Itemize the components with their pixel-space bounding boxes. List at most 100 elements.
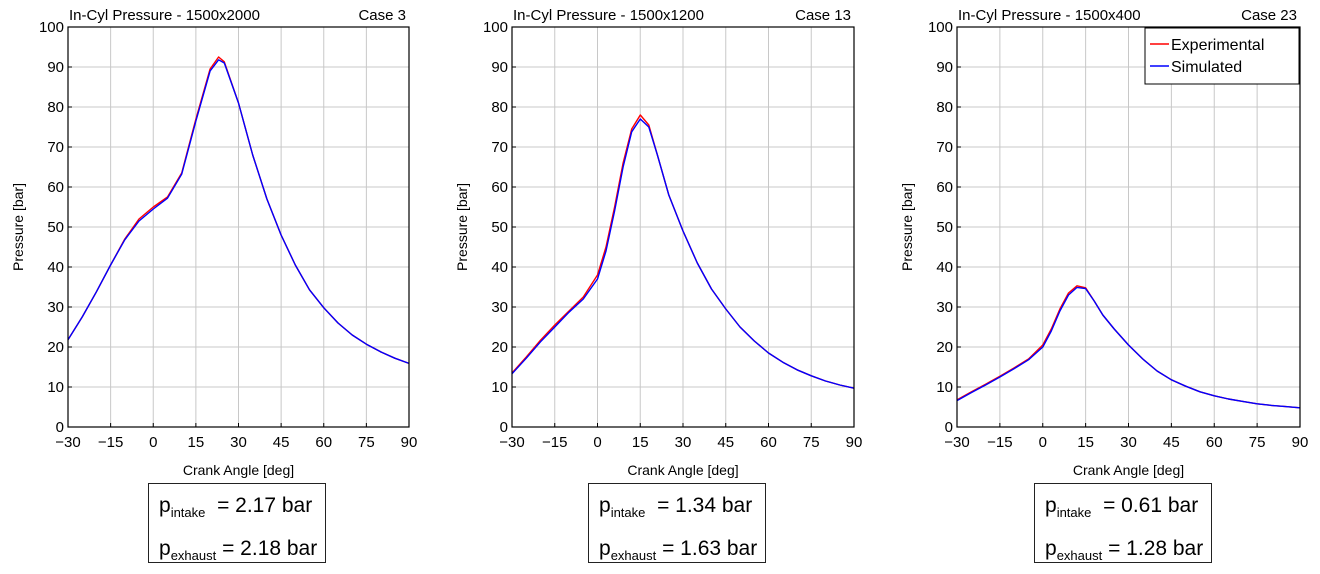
x-tick-label: −30 — [944, 434, 969, 451]
intake-subscript: intake — [170, 505, 206, 521]
y-tick-label: 20 — [491, 339, 508, 356]
x-tick-label: 90 — [846, 434, 863, 451]
p-symbol: p — [1045, 494, 1057, 517]
x-tick-label: 90 — [1292, 434, 1309, 451]
exhaust-value: = 1.63 bar — [662, 537, 758, 561]
x-tick-label: 45 — [717, 434, 734, 451]
exhaust-pressure-3: pexhaust = 1.28 bar — [1045, 531, 1211, 574]
y-tick-label: 0 — [56, 419, 64, 436]
y-tick-label: 90 — [936, 59, 953, 76]
y-axis-label: Pressure [bar] — [454, 183, 470, 271]
intake-pressure-1: pintake = 2.17 bar — [159, 488, 325, 531]
exhaust-subscript: exhaust — [610, 548, 657, 564]
y-tick-label: 70 — [936, 139, 953, 156]
y-tick-label: 100 — [483, 19, 508, 36]
y-tick-label: 90 — [47, 59, 64, 76]
legend-label-experimental: Experimental — [1171, 37, 1264, 54]
y-tick-label: 0 — [945, 419, 953, 436]
y-tick-label: 30 — [47, 299, 64, 316]
intake-subscript: intake — [1056, 505, 1092, 521]
x-tick-label: 30 — [675, 434, 692, 451]
exhaust-pressure-1: pexhaust = 2.18 bar — [159, 531, 325, 574]
y-tick-label: 60 — [491, 179, 508, 196]
y-tick-label: 70 — [47, 139, 64, 156]
conditions-box-3: pintake = 0.61 bar pexhaust = 1.28 bar — [1034, 483, 1212, 563]
chart-title: In-Cyl Pressure - 1500x400 — [958, 7, 1141, 24]
case-label: Case 13 — [795, 7, 851, 24]
x-tick-label: 75 — [358, 434, 375, 451]
y-tick-label: 40 — [47, 259, 64, 276]
x-tick-label: 90 — [401, 434, 418, 451]
y-tick-label: 30 — [936, 299, 953, 316]
y-tick-label: 60 — [936, 179, 953, 196]
x-tick-label: −15 — [987, 434, 1012, 451]
x-tick-label: 60 — [315, 434, 332, 451]
y-tick-label: 40 — [936, 259, 953, 276]
y-tick-label: 80 — [491, 99, 508, 116]
intake-pressure-3: pintake = 0.61 bar — [1045, 488, 1211, 531]
x-tick-label: 30 — [1120, 434, 1137, 451]
chart-title: In-Cyl Pressure - 1500x2000 — [69, 7, 260, 24]
y-tick-label: 70 — [491, 139, 508, 156]
legend-label-simulated: Simulated — [1171, 59, 1242, 76]
x-tick-label: 45 — [1163, 434, 1180, 451]
y-tick-label: 10 — [936, 379, 953, 396]
y-tick-label: 100 — [928, 19, 953, 36]
y-tick-label: 20 — [47, 339, 64, 356]
y-tick-label: 100 — [39, 19, 64, 36]
x-tick-label: 60 — [1206, 434, 1223, 451]
exhaust-value: = 2.18 bar — [222, 537, 318, 561]
p-symbol: p — [599, 494, 611, 517]
y-tick-label: 30 — [491, 299, 508, 316]
x-axis-label: Crank Angle [deg] — [1073, 462, 1184, 478]
x-tick-label: 75 — [1249, 434, 1266, 451]
series-line-simulated — [67, 59, 410, 365]
p-symbol: p — [159, 537, 171, 561]
conditions-box-2: pintake = 1.34 bar pexhaust = 1.63 bar — [588, 483, 766, 563]
x-tick-label: 45 — [273, 434, 290, 451]
chart-panel-2: −30 −15 0 15 30 45 60 75 90 0 10 20 30 40 50 60 70 80 90 10… — [454, 7, 862, 478]
x-tick-label: −30 — [55, 434, 80, 451]
chart-panel-1: −30 −15 0 15 30 45 60 75 90 0 10 20 30 40 50 60 70 80 90 10… — [10, 7, 417, 478]
p-symbol: p — [1045, 537, 1057, 561]
x-tick-label: 0 — [593, 434, 601, 451]
intake-subscript: intake — [610, 505, 646, 521]
conditions-box-1: pintake = 2.17 bar pexhaust = 2.18 bar — [148, 483, 326, 563]
intake-value: = 1.34 bar — [657, 494, 753, 517]
exhaust-subscript: exhaust — [170, 548, 217, 564]
x-axis-label: Crank Angle [deg] — [627, 462, 738, 478]
x-tick-label: 15 — [188, 434, 205, 451]
y-tick-label: 50 — [936, 219, 953, 236]
x-axis-label: Crank Angle [deg] — [183, 462, 294, 478]
legend: Experimental Simulated — [1144, 27, 1300, 85]
figure: −30 −15 0 15 30 45 60 75 90 0 10 20 30 40 50 60 70 80 90 10… — [10, 7, 1308, 478]
chart-title: In-Cyl Pressure - 1500x1200 — [513, 7, 704, 24]
x-tick-label: 60 — [760, 434, 777, 451]
y-tick-label: 50 — [491, 219, 508, 236]
chart-panel-3: −30 −15 0 15 30 45 60 75 90 0 10 20 30 40 50 60 70 80 90 10… — [899, 7, 1308, 478]
series-line-simulated — [956, 286, 1301, 409]
y-tick-label: 40 — [491, 259, 508, 276]
x-tick-label: 0 — [149, 434, 157, 451]
intake-pressure-2: pintake = 1.34 bar — [599, 488, 765, 531]
exhaust-subscript: exhaust — [1056, 548, 1103, 564]
x-tick-label: 15 — [632, 434, 649, 451]
x-tick-label: 30 — [230, 434, 247, 451]
p-symbol: p — [599, 537, 611, 561]
y-tick-label: 80 — [47, 99, 64, 116]
y-tick-label: 50 — [47, 219, 64, 236]
y-tick-label: 80 — [936, 99, 953, 116]
legend-box — [1144, 27, 1300, 85]
intake-value: = 0.61 bar — [1103, 494, 1199, 517]
y-tick-label: 60 — [47, 179, 64, 196]
case-label: Case 23 — [1241, 7, 1297, 24]
y-axis-label: Pressure [bar] — [899, 183, 915, 271]
x-tick-label: 0 — [1039, 434, 1047, 451]
intake-value: = 2.17 bar — [217, 494, 313, 517]
x-tick-label: −30 — [499, 434, 524, 451]
y-tick-label: 10 — [47, 379, 64, 396]
x-tick-label: −15 — [98, 434, 123, 451]
x-tick-label: −15 — [542, 434, 567, 451]
y-tick-label: 20 — [936, 339, 953, 356]
y-tick-label: 90 — [491, 59, 508, 76]
